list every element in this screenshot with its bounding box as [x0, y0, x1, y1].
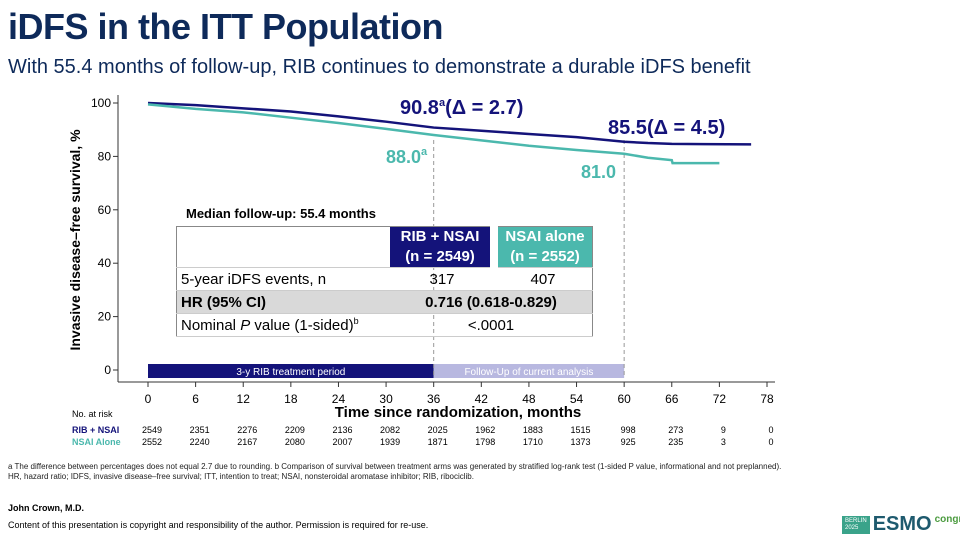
x-tick-label: 60 — [617, 392, 631, 406]
risk-value: 2209 — [285, 425, 305, 435]
y-tick-label: 80 — [98, 149, 112, 163]
events-nsai: 407 — [494, 267, 593, 291]
risk-value: 1939 — [380, 437, 400, 447]
risk-value: 273 — [668, 425, 683, 435]
y-tick-label: 20 — [98, 310, 112, 324]
risk-value: 1962 — [475, 425, 495, 435]
x-tick-label: 18 — [284, 392, 298, 406]
risk-value: 0 — [768, 437, 773, 447]
slide-title: iDFS in the ITT Population — [8, 6, 443, 47]
risk-value: 0 — [768, 425, 773, 435]
p-value: <.0001 — [390, 313, 593, 337]
risk-value: 3 — [721, 437, 726, 447]
risk-value: 9 — [721, 425, 726, 435]
hr-value: 0.716 (0.618-0.829) — [390, 290, 593, 314]
risk-value: 2167 — [237, 437, 257, 447]
x-tick-label: 36 — [427, 392, 441, 406]
risk-value: 1373 — [571, 437, 591, 447]
survival-annotation: 90.8a(Δ = 2.7) — [400, 97, 523, 119]
footnote-1: a The difference between percentages doe… — [8, 462, 782, 471]
x-tick-label: 6 — [192, 392, 199, 406]
survival-annotation: 88.0a — [386, 146, 428, 167]
risk-value: 998 — [621, 425, 636, 435]
risk-value: 2025 — [428, 425, 448, 435]
risk-value: 2276 — [237, 425, 257, 435]
period-label: 3-y RIB treatment period — [236, 367, 345, 378]
risk-value: 2080 — [285, 437, 305, 447]
footnote-2: HR, hazard ratio; IDFS, invasive disease… — [8, 472, 474, 481]
period-bar — [433, 364, 625, 378]
risk-row-name: NSAI Alone — [72, 437, 121, 447]
series-line — [147, 103, 720, 165]
y-tick-label: 40 — [98, 256, 112, 270]
risk-value: 1798 — [475, 437, 495, 447]
row-hr-label: HR (95% CI) — [176, 290, 390, 314]
risk-value: 2007 — [332, 437, 352, 447]
risk-value: 1710 — [523, 437, 543, 447]
y-tick-label: 60 — [98, 203, 112, 217]
x-tick-label: 30 — [379, 392, 393, 406]
y-tick-label: 0 — [104, 363, 111, 377]
period-bar — [148, 364, 434, 378]
slide-subtitle: With 55.4 months of follow-up, RIB conti… — [8, 56, 751, 78]
x-tick-label: 0 — [145, 392, 152, 406]
row-p-label: Nominal P value (1-sided)b — [176, 313, 390, 337]
x-tick-label: 24 — [332, 392, 346, 406]
risk-value: 2351 — [190, 425, 210, 435]
footnotes: a The difference between percentages doe… — [8, 462, 953, 482]
y-axis-label: Invasive disease–free survival, % — [67, 129, 83, 351]
survival-annotation: 85.5(Δ = 4.5) — [608, 117, 725, 139]
x-tick-label: 66 — [665, 392, 679, 406]
author: John Crown, M.D. — [8, 503, 84, 513]
x-tick-label: 12 — [237, 392, 251, 406]
x-tick-label: 48 — [522, 392, 536, 406]
risk-table-label: No. at risk — [72, 409, 113, 419]
risk-value: 2240 — [190, 437, 210, 447]
x-tick-label: 42 — [475, 392, 489, 406]
inset-table: RIB + NSAI (n = 2549) NSAI alone (n = 2552… — [176, 226, 593, 337]
risk-row-name: RIB + NSAI — [72, 425, 119, 435]
risk-value: 1883 — [523, 425, 543, 435]
risk-value: 925 — [621, 437, 636, 447]
events-rib: 317 — [390, 267, 494, 291]
risk-value: 2552 — [142, 437, 162, 447]
col-nsai-header: NSAI alone (n = 2552) — [490, 226, 593, 268]
x-tick-label: 78 — [760, 392, 774, 406]
risk-value: 1515 — [571, 425, 591, 435]
series-line — [147, 101, 752, 146]
copyright: Content of this presentation is copyrigh… — [8, 520, 429, 530]
x-tick-label: 72 — [713, 392, 727, 406]
risk-value: 2549 — [142, 425, 162, 435]
col-rib-header: RIB + NSAI (n = 2549) — [390, 226, 494, 268]
risk-value: 2082 — [380, 425, 400, 435]
risk-value: 235 — [668, 437, 683, 447]
median-followup: Median follow-up: 55.4 months — [186, 206, 376, 221]
row-events-label: 5-year iDFS events, n — [176, 267, 390, 291]
y-tick-label: 100 — [91, 96, 111, 110]
x-tick-label: 54 — [570, 392, 584, 406]
period-label: Follow-Up of current analysis — [464, 367, 593, 378]
survival-annotation: 81.0 — [581, 162, 616, 182]
risk-value: 2136 — [332, 425, 352, 435]
x-axis-label: Time since randomization, months — [335, 404, 581, 421]
risk-value: 1871 — [428, 437, 448, 447]
